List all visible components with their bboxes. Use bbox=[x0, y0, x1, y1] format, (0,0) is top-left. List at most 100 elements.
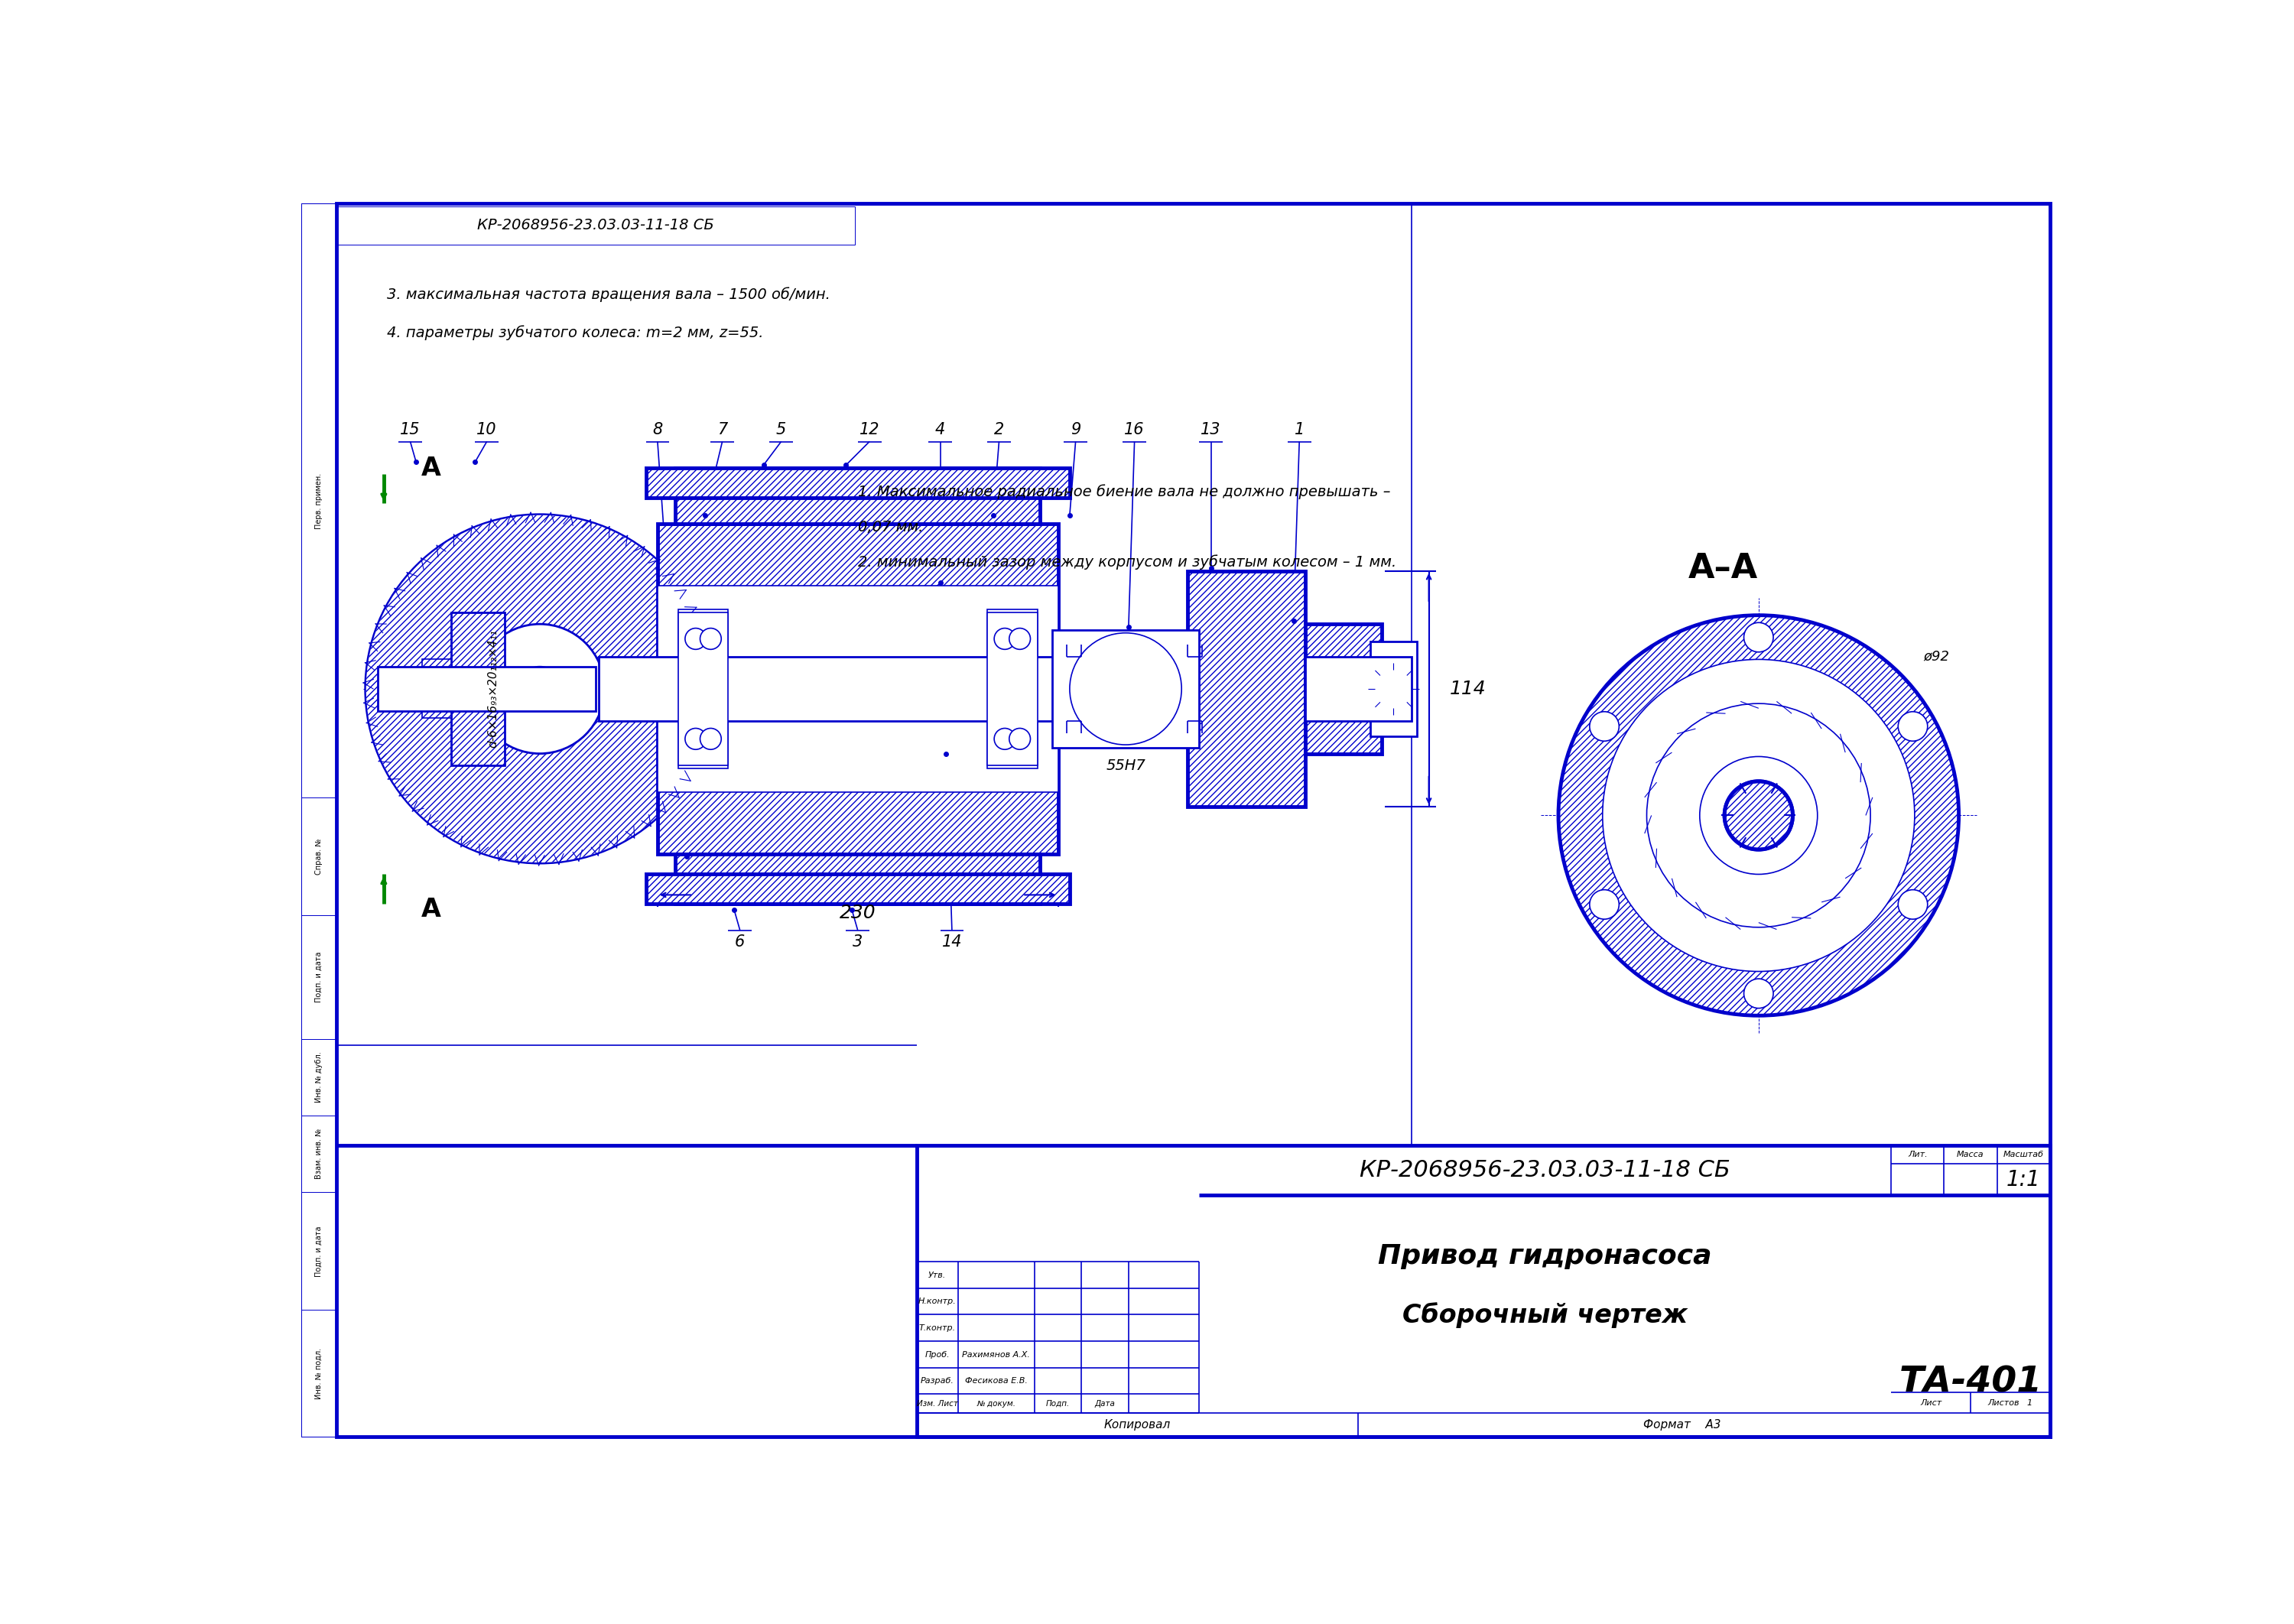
Text: А: А bbox=[422, 455, 440, 481]
Text: Разраб.: Разраб. bbox=[920, 1377, 954, 1385]
Circle shape bbox=[686, 628, 707, 650]
Text: Рахимянов А.Х.: Рахимянов А.Х. bbox=[961, 1351, 1030, 1359]
Circle shape bbox=[1743, 979, 1773, 1009]
Circle shape bbox=[475, 624, 606, 754]
Text: Утв.: Утв. bbox=[929, 1272, 945, 1280]
Circle shape bbox=[993, 728, 1016, 749]
Text: 1. Максимальное радиальное биение вала не должно превышать –: 1. Максимальное радиальное биение вала н… bbox=[858, 484, 1390, 499]
Circle shape bbox=[1009, 728, 1030, 749]
Text: 25js6: 25js6 bbox=[1124, 653, 1138, 690]
Bar bbox=[986, 609, 1037, 768]
Text: Масштаб: Масштаб bbox=[2003, 1151, 2044, 1158]
Text: 55Н7: 55Н7 bbox=[1106, 758, 1145, 773]
Bar bbox=[1305, 624, 1381, 754]
Bar bbox=[1188, 572, 1305, 807]
Text: Масса: Масса bbox=[1957, 1151, 1984, 1158]
Text: 230: 230 bbox=[840, 903, 876, 922]
Bar bbox=[658, 525, 1058, 854]
Text: 2. минимальный зазор между корпусом и зубчатым колесом – 1 мм.: 2. минимальный зазор между корпусом и зу… bbox=[858, 555, 1397, 570]
Text: 3. максимальная частота вращения вала – 1500 об/мин.: 3. максимальная частота вращения вала – … bbox=[388, 287, 830, 302]
Circle shape bbox=[1069, 633, 1181, 745]
Bar bbox=[422, 659, 452, 718]
Text: Инв. № дубл.: Инв. № дубл. bbox=[314, 1052, 323, 1103]
Text: КР-2068956-23.03.03-11-18 СБ: КР-2068956-23.03.03-11-18 СБ bbox=[477, 218, 713, 232]
Bar bbox=[658, 586, 1058, 793]
Text: 2: 2 bbox=[993, 422, 1005, 437]
Bar bbox=[301, 203, 337, 1437]
Circle shape bbox=[1558, 615, 1959, 1015]
Circle shape bbox=[1604, 659, 1915, 971]
Text: № докум.: № докум. bbox=[977, 1400, 1016, 1408]
Circle shape bbox=[700, 728, 720, 749]
Bar bbox=[679, 609, 727, 768]
Bar bbox=[674, 854, 1039, 903]
Text: Листов   1: Листов 1 bbox=[1987, 1398, 2032, 1406]
Text: Формат    А3: Формат А3 bbox=[1643, 1419, 1720, 1431]
Text: 7: 7 bbox=[718, 422, 727, 437]
Text: ТА-401: ТА-401 bbox=[1899, 1364, 2042, 1400]
Text: ø92: ø92 bbox=[1922, 650, 1950, 663]
Text: 4: 4 bbox=[936, 422, 945, 437]
Circle shape bbox=[993, 628, 1016, 650]
Circle shape bbox=[1897, 711, 1927, 741]
Circle shape bbox=[1647, 703, 1870, 927]
Text: Проб.: Проб. bbox=[924, 1351, 950, 1359]
Text: КР-2068956-23.03.03-11-18 СБ: КР-2068956-23.03.03-11-18 СБ bbox=[1360, 1160, 1730, 1181]
Text: 16: 16 bbox=[1124, 422, 1145, 437]
Circle shape bbox=[686, 728, 707, 749]
Circle shape bbox=[700, 628, 720, 650]
Text: 0,07 мм.: 0,07 мм. bbox=[858, 520, 922, 534]
Bar bbox=[452, 612, 505, 765]
Text: d-6×16₉₃×20₁₁₂×4₁₁: d-6×16₉₃×20₁₁₂×4₁₁ bbox=[486, 630, 498, 749]
Text: 10: 10 bbox=[477, 422, 498, 437]
Circle shape bbox=[1897, 890, 1927, 919]
Text: 1:1: 1:1 bbox=[2007, 1169, 2042, 1190]
Text: Взам. инв. №: Взам. инв. № bbox=[314, 1129, 323, 1179]
Text: Перв. примен.: Перв. примен. bbox=[314, 473, 323, 529]
Bar bbox=[337, 206, 856, 244]
Text: Справ. №: Справ. № bbox=[314, 838, 323, 875]
Circle shape bbox=[1590, 711, 1620, 741]
Text: Дата: Дата bbox=[1094, 1400, 1115, 1408]
Bar bbox=[679, 612, 727, 765]
Text: 1: 1 bbox=[1294, 422, 1305, 437]
Bar bbox=[1305, 656, 1411, 721]
Circle shape bbox=[367, 515, 713, 862]
Bar bbox=[379, 666, 596, 711]
Text: 8: 8 bbox=[651, 422, 663, 437]
Bar bbox=[1370, 641, 1418, 736]
Text: Лит.: Лит. bbox=[1909, 1151, 1927, 1158]
Text: 14: 14 bbox=[943, 934, 961, 950]
Bar bbox=[674, 468, 1039, 525]
Text: 12: 12 bbox=[860, 422, 879, 437]
Circle shape bbox=[1700, 757, 1817, 874]
Circle shape bbox=[1743, 622, 1773, 651]
Bar bbox=[1053, 630, 1200, 747]
Bar bbox=[918, 1145, 2051, 1437]
Bar bbox=[647, 874, 1069, 903]
Text: Подп. и дата: Подп. и дата bbox=[314, 1226, 323, 1276]
Text: Инв. № подл.: Инв. № подл. bbox=[314, 1348, 323, 1398]
Circle shape bbox=[367, 515, 713, 862]
Text: 4. параметры зубчатого колеса: m=2 мм, z=55.: 4. параметры зубчатого колеса: m=2 мм, z… bbox=[388, 325, 764, 339]
Text: 114: 114 bbox=[1450, 680, 1487, 698]
Bar bbox=[986, 612, 1037, 765]
Circle shape bbox=[1725, 781, 1792, 849]
Circle shape bbox=[518, 666, 562, 711]
Text: 13: 13 bbox=[1200, 422, 1220, 437]
Text: А: А bbox=[422, 896, 440, 922]
Text: Копировал: Копировал bbox=[1103, 1419, 1170, 1431]
Circle shape bbox=[1590, 890, 1620, 919]
Text: 9: 9 bbox=[1071, 422, 1080, 437]
Text: Т.контр.: Т.контр. bbox=[920, 1325, 957, 1332]
Text: 5: 5 bbox=[775, 422, 787, 437]
Text: Фесикова Е.В.: Фесикова Е.В. bbox=[966, 1377, 1028, 1385]
Text: Н.контр.: Н.контр. bbox=[918, 1298, 957, 1306]
Text: Изм. Лист: Изм. Лист bbox=[918, 1400, 959, 1408]
Text: Сборочный чертеж: Сборочный чертеж bbox=[1402, 1302, 1688, 1328]
Bar bbox=[599, 656, 1175, 721]
Text: Подп.: Подп. bbox=[1046, 1400, 1069, 1408]
Text: Лист: Лист bbox=[1920, 1398, 1941, 1406]
Text: 3: 3 bbox=[853, 934, 863, 950]
Text: 15: 15 bbox=[399, 422, 420, 437]
